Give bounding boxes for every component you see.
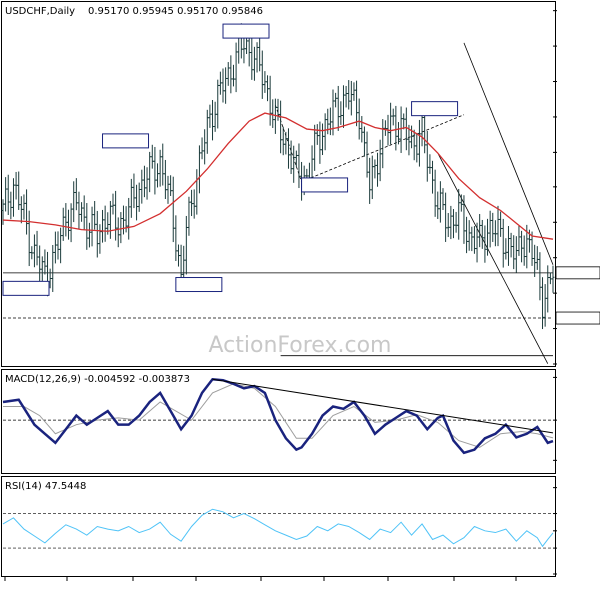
- macd-panel-title: MACD(12,26,9) -0.004592 -0.003873: [5, 374, 190, 385]
- channel-upper-line: [463, 42, 554, 265]
- rsi-panel: RSI(14) 47.5448: [1, 476, 556, 577]
- price-marker-box: [222, 23, 270, 39]
- price-panel: USDCHF,Daily 0.95170 0.95945 0.95170 0.9…: [1, 1, 556, 367]
- macd-line: [2, 377, 554, 455]
- price-marker-box: [411, 101, 459, 117]
- price-marker: [301, 177, 349, 193]
- price-marker-box: [175, 277, 223, 293]
- level-tag: [555, 311, 600, 325]
- macd-trendline: [212, 378, 554, 434]
- moving-average-line: [2, 112, 554, 240]
- watermark: ActionForex.com: [209, 333, 392, 358]
- rsi-panel-title: RSI(14) 47.5448: [5, 481, 86, 492]
- price-marker: [411, 101, 459, 117]
- x-axis: [4, 576, 517, 581]
- price-marker: [222, 23, 270, 39]
- ohlc-readout: 0.95170 0.95945 0.95170 0.95846: [88, 6, 263, 17]
- channel-lower-line: [437, 152, 549, 364]
- price-marker: [175, 277, 223, 293]
- price-marker: [102, 133, 150, 149]
- rsi-line: [2, 508, 554, 548]
- level-tag: [555, 266, 600, 280]
- y-axis: [553, 10, 600, 575]
- price-panel-title: USDCHF,Daily: [5, 6, 75, 17]
- macd-panel: MACD(12,26,9) -0.004592 -0.003873: [1, 369, 556, 474]
- price-marker: [2, 280, 50, 296]
- level-tag-box: [555, 311, 600, 325]
- price-marker-box: [2, 280, 50, 296]
- price-marker-box: [301, 177, 349, 193]
- price-marker-box: [102, 133, 150, 149]
- price-bar: [551, 265, 555, 293]
- level-tag-box: [555, 266, 600, 280]
